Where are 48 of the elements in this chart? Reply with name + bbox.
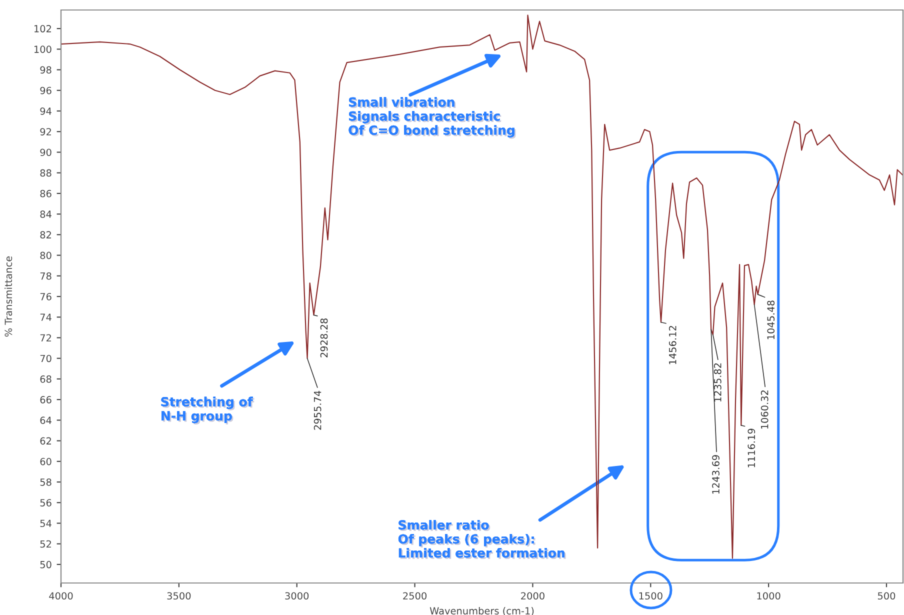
y-axis-title: % Transmittance: [4, 256, 12, 337]
y-tick-label: 96: [40, 86, 52, 94]
y-tick-label: 66: [40, 396, 52, 404]
y-tick-label: 98: [40, 66, 52, 74]
y-tick-label: 60: [40, 458, 52, 466]
x-tick-label: 2000: [521, 592, 544, 600]
x-tick-label: 1000: [757, 592, 780, 600]
x-tick-label: 3500: [167, 592, 191, 600]
y-tick-label: 74: [40, 314, 52, 321]
line-series: [61, 14, 903, 559]
y-tick-label: 52: [40, 540, 51, 548]
annotation: 2955.74: [314, 390, 322, 430]
y-tick-label: 68: [40, 375, 52, 383]
x-tick-label: 3000: [285, 592, 309, 600]
annotation: 1456.12: [668, 326, 676, 364]
y-tick-label: 90: [40, 148, 52, 156]
y-tick-label: 86: [40, 190, 52, 198]
annotation: 1045.48: [767, 300, 775, 340]
y-tick-label: 102: [34, 25, 51, 32]
y-tick-label: 54: [40, 520, 52, 528]
y-tick-label: 62: [40, 437, 51, 445]
y-tick-label: 80: [40, 252, 52, 260]
y-tick-label: 56: [40, 499, 52, 506]
y-tick-label: 84: [40, 210, 52, 218]
x-tick-label: 4000: [49, 592, 73, 600]
y-tick-label: 82: [40, 231, 51, 238]
y-tick-label: 70: [40, 354, 52, 362]
x-tick-label: 2500: [403, 592, 427, 600]
y-tick-label: 72: [40, 334, 51, 342]
y-tick-label: 64: [40, 416, 52, 424]
annotation: 1235.82: [714, 363, 722, 402]
x-tick-label: 1500: [639, 592, 662, 600]
annotation: Small vibration Signals characteristic Of C=O bond stretching: [348, 97, 516, 139]
annotation: 1243.69: [712, 455, 720, 494]
annotation: 1060.32: [760, 390, 768, 429]
y-tick-label: 78: [40, 272, 52, 280]
x-tick-label: 500: [878, 592, 896, 600]
y-tick-label: 50: [40, 560, 52, 568]
y-tick-label: 58: [40, 478, 52, 486]
annotation: 2928.28: [320, 318, 328, 358]
annotation: Stretching of N-H group: [161, 396, 254, 424]
annotation: Smaller ratio Of peaks (6 peaks): Limited ester formation: [398, 520, 566, 560]
annotation: 1116.19: [748, 428, 756, 468]
y-tick-label: 76: [40, 292, 52, 300]
y-tick-label: 92: [40, 128, 51, 136]
y-tick-label: 88: [40, 169, 52, 177]
y-tick-label: 100: [34, 46, 52, 53]
y-tick-label: 94: [40, 107, 52, 115]
